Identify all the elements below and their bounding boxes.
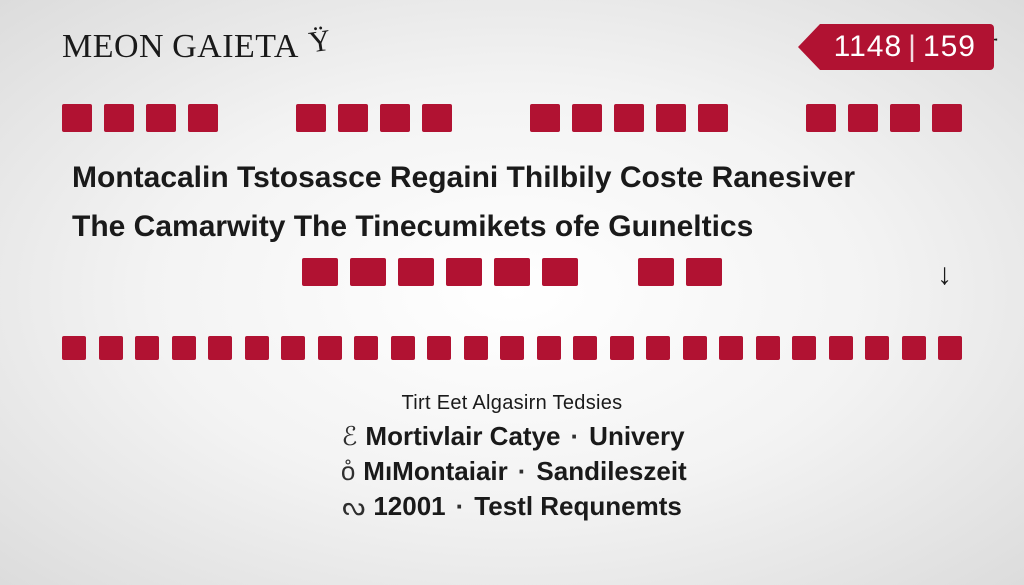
decor-square	[938, 336, 962, 360]
footer-line-before: Mortivlair Catye	[365, 421, 560, 452]
footer-line-after: Univery	[589, 421, 684, 452]
decor-square	[350, 258, 386, 286]
decor-square	[99, 336, 123, 360]
decor-square	[464, 336, 488, 360]
page-ribbon: 1148 | 159	[798, 24, 994, 70]
decor-square	[318, 336, 342, 360]
decor-square	[188, 104, 218, 132]
headline: Montacalin Tstosasce Regaini Thilbily Co…	[72, 158, 952, 247]
decor-square	[500, 336, 524, 360]
footer-lines: ℰ Mortivlair Catye · Univery o̊ MıMontaiair · S…	[0, 421, 1024, 522]
footer: Tirt Eet Algasirn Tedsies ℰ Mortivlair Ca…	[0, 392, 1024, 522]
footer-subtitle: Tirt Eet Algasirn Tedsies	[0, 392, 1024, 415]
decor-square	[573, 336, 597, 360]
footer-bullet-icon: ℰ	[339, 421, 357, 452]
decor-square	[338, 104, 368, 132]
decor-square	[656, 104, 686, 132]
footer-line-dot: ·	[456, 491, 465, 522]
ribbon-arrow-icon	[798, 24, 820, 70]
decor-square	[537, 336, 561, 360]
decor-square	[146, 104, 176, 132]
decor-square	[62, 336, 86, 360]
decor-square	[296, 104, 326, 132]
decor-square	[530, 104, 560, 132]
decor-square-cluster	[62, 104, 218, 132]
decor-square	[398, 258, 434, 286]
decor-square	[427, 336, 451, 360]
decor-square	[542, 258, 578, 286]
decor-square	[646, 336, 670, 360]
footer-line-after: Testl Requnemts	[474, 491, 682, 522]
decor-square	[62, 104, 92, 132]
footer-line-dot: ·	[571, 421, 580, 452]
decor-square	[890, 104, 920, 132]
decor-square	[245, 336, 269, 360]
footer-line-before: MıMontaiair	[363, 456, 507, 487]
decor-square	[172, 336, 196, 360]
decor-square	[686, 258, 722, 286]
footer-line-before: 12001	[373, 491, 445, 522]
decor-square	[391, 336, 415, 360]
ribbon-left-number: 1148	[834, 30, 903, 64]
decor-square	[380, 104, 410, 132]
decor-square	[848, 104, 878, 132]
headline-line-2: The Camarwity The Tinecumikets ofe Guıne…	[72, 207, 952, 248]
brand-word-1: MEON	[62, 28, 164, 66]
brand: MEON GAIETA Ÿ	[62, 28, 331, 66]
decor-square	[806, 104, 836, 132]
decor-square	[638, 258, 674, 286]
decor-square	[902, 336, 926, 360]
decor-square	[756, 336, 780, 360]
down-arrow-icon: ↓	[937, 258, 952, 292]
decor-square-cluster	[806, 104, 962, 132]
brand-glyph-icon: Ÿ	[307, 24, 334, 61]
decor-squares-top	[62, 104, 962, 132]
decor-square	[135, 336, 159, 360]
decor-squares-mid	[62, 258, 962, 286]
decor-square	[208, 336, 232, 360]
decor-square	[698, 104, 728, 132]
decor-square-cluster	[530, 104, 728, 132]
ribbon-separator: |	[908, 30, 917, 64]
decor-square	[610, 336, 634, 360]
decor-square	[683, 336, 707, 360]
headline-line-1: Montacalin Tstosasce Regaini Thilbily Co…	[72, 158, 952, 199]
decor-square	[932, 104, 962, 132]
footer-bullet-icon: o̊	[337, 456, 355, 487]
decor-square	[865, 336, 889, 360]
brand-word-2: GAIETA	[172, 28, 299, 66]
decor-square	[281, 336, 305, 360]
decor-square	[104, 104, 134, 132]
footer-line: o̊ MıMontaiair · Sandileszeit	[0, 456, 1024, 487]
decor-square	[719, 336, 743, 360]
footer-line: ℰ Mortivlair Catye · Univery	[0, 421, 1024, 452]
footer-line-dot: ·	[518, 456, 527, 487]
decor-square	[572, 104, 602, 132]
decor-square-cluster	[296, 104, 452, 132]
footer-line: ᔓ 12001 · Testl Requnemts	[0, 491, 1024, 522]
decor-square	[829, 336, 853, 360]
decor-square	[354, 336, 378, 360]
footer-line-after: Sandileszeit	[536, 456, 686, 487]
decor-square	[302, 258, 338, 286]
footer-bullet-icon: ᔓ	[342, 491, 365, 522]
decor-squares-lower	[62, 336, 962, 360]
decor-square	[422, 104, 452, 132]
decor-square	[614, 104, 644, 132]
ribbon-body: 1148 | 159	[820, 24, 994, 70]
decor-square	[792, 336, 816, 360]
decor-square	[494, 258, 530, 286]
decor-square	[446, 258, 482, 286]
ribbon-right-number: 159	[923, 30, 976, 64]
